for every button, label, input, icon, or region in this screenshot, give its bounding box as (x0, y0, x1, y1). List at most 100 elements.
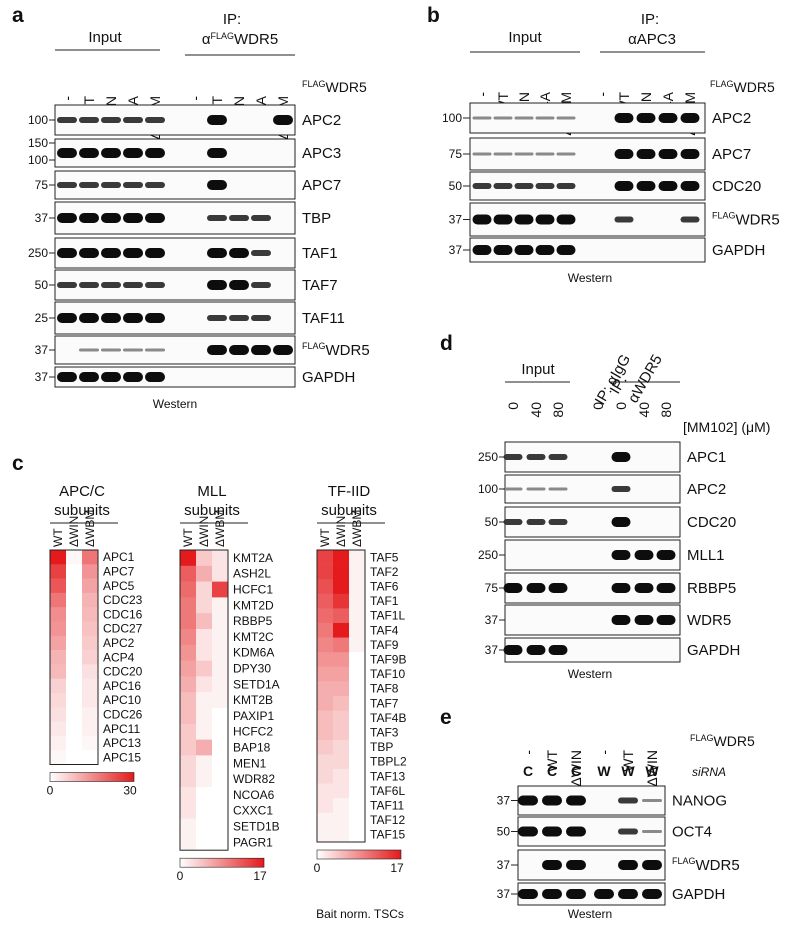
heatmap-cell (212, 787, 228, 804)
band (618, 860, 638, 870)
group-header: αFLAGWDR5 (202, 31, 278, 48)
band (658, 149, 678, 159)
band (145, 348, 165, 352)
heatmap-cell (333, 798, 349, 814)
band (634, 615, 654, 625)
band (642, 830, 662, 833)
heatmap-cell (196, 708, 212, 725)
heatmap-cell (50, 564, 66, 579)
band (207, 248, 227, 258)
heatmap-cell (196, 692, 212, 709)
protein-label: TAF7 (302, 277, 338, 294)
heatmap-cell (317, 623, 333, 638)
heatmap-cell (212, 629, 228, 646)
text-part: CDC20 (712, 178, 761, 195)
heatmap-cell (196, 613, 212, 630)
row-label: ASH2L (233, 567, 271, 581)
band (79, 248, 99, 258)
heatmap-cell (82, 621, 98, 637)
band (101, 348, 121, 352)
panel-e: e- WT ΔWIN - WT ΔWINFLAGWDR5NANOG37OCT450FLAG… (440, 706, 755, 921)
lane-legend: FLAGWDR5 (302, 79, 367, 95)
heatmap-cell (349, 696, 365, 711)
text-part: WDR5 (687, 612, 731, 629)
column-label: ΔWBM (350, 510, 364, 547)
lane-label: 80 (658, 402, 674, 418)
row-label: TAF4B (370, 711, 406, 725)
heatmap-cell (212, 644, 228, 661)
heatmap-cell (180, 613, 196, 630)
heatmap-cell (82, 592, 98, 608)
band (514, 116, 534, 120)
band (566, 795, 586, 806)
protein-label: NANOG (672, 793, 727, 810)
band (503, 519, 523, 525)
protein-label: GAPDH (672, 886, 725, 903)
heatmap-cell (317, 681, 333, 697)
footer: Western (568, 271, 612, 285)
heatmap-cell (349, 579, 365, 595)
row-label: CDC26 (103, 707, 143, 721)
blot (504, 539, 681, 571)
text-part: GAPDH (687, 642, 740, 659)
superscript: FLAG (672, 856, 696, 866)
row-label: TAF15 (370, 828, 405, 842)
heatmap-cell (196, 787, 212, 804)
band (79, 313, 99, 323)
heatmap-cell (333, 623, 349, 638)
mw-marker: 37 (35, 370, 49, 384)
heatmap-cell (50, 678, 66, 694)
column-label: ΔWBM (83, 510, 97, 547)
band (503, 487, 523, 491)
band (123, 282, 143, 288)
lane-label: - (474, 92, 490, 97)
band (101, 313, 121, 323)
text-part: TBP (302, 210, 331, 227)
band (514, 245, 534, 255)
heatmap-cell (212, 613, 228, 630)
footer: Western (153, 397, 197, 411)
band (611, 583, 631, 593)
mw-marker: 100 (442, 111, 462, 125)
heatmap-cell (196, 597, 212, 614)
protein-label: FLAGWDR5 (302, 341, 370, 359)
row-label: TAF1 (370, 594, 399, 608)
column-label: ΔWIN (67, 516, 81, 547)
band (680, 216, 700, 223)
heatmap-cell (317, 652, 333, 668)
protein-label: APC2 (712, 110, 751, 127)
band (526, 519, 546, 525)
band (642, 860, 662, 870)
protein-label: TAF11 (302, 310, 345, 327)
heatmap-cell (66, 592, 82, 608)
row-label: HCFC1 (233, 583, 273, 597)
heatmap-cell (66, 664, 82, 679)
row-label: TBPL2 (370, 755, 407, 769)
heatmap-cell (82, 678, 98, 694)
heatmap-cell (349, 564, 365, 580)
row-label: MEN1 (233, 756, 267, 770)
column-label: ΔWIN (334, 516, 348, 547)
band (503, 583, 523, 593)
heatmap-cell (349, 550, 365, 565)
band (542, 795, 562, 806)
band (472, 214, 492, 225)
heatmap-cell (82, 693, 98, 708)
row-label: BAP18 (233, 741, 271, 755)
protein-label: APC7 (712, 146, 751, 163)
heatmap-cell (349, 608, 365, 624)
row-label: CDC27 (103, 622, 143, 636)
mw-marker: 37 (497, 794, 511, 808)
band (57, 248, 77, 258)
text-part: APC2 (302, 112, 341, 129)
group-header: Input (88, 29, 122, 46)
band (251, 315, 271, 321)
band (493, 245, 513, 255)
row-label: APC5 (103, 579, 135, 593)
heatmap-cell (212, 818, 228, 835)
mw-marker: 250 (478, 548, 498, 562)
heatmap-cell (349, 739, 365, 755)
band (618, 828, 638, 835)
row-label: TAF1L (370, 609, 405, 623)
